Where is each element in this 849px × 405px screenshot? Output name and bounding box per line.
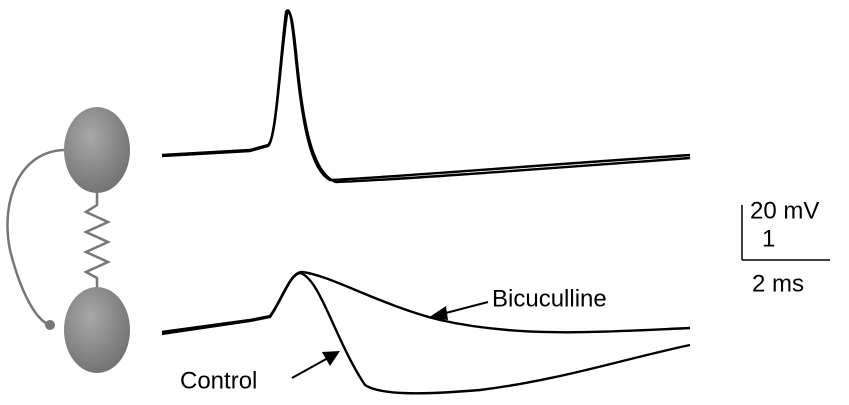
annotation: Bicuculline <box>492 285 607 312</box>
scale-label: 1 <box>762 225 775 252</box>
scale-label: 20 mV <box>750 197 819 224</box>
gap-junction <box>82 192 112 290</box>
trace-top-2 <box>161 11 691 184</box>
arrow-line <box>441 301 489 315</box>
synapse <box>45 320 55 330</box>
neuron-top <box>64 107 130 193</box>
arrow-line <box>291 357 329 379</box>
feedback-connection <box>6 148 67 327</box>
arrow-head <box>322 351 340 366</box>
trace-control <box>161 271 691 395</box>
arrow-head <box>428 306 448 320</box>
scale-label: 2 ms <box>752 270 804 297</box>
trace-top-1 <box>161 9 691 182</box>
neuron-bottom <box>64 287 130 373</box>
annotation: Control <box>180 367 257 394</box>
